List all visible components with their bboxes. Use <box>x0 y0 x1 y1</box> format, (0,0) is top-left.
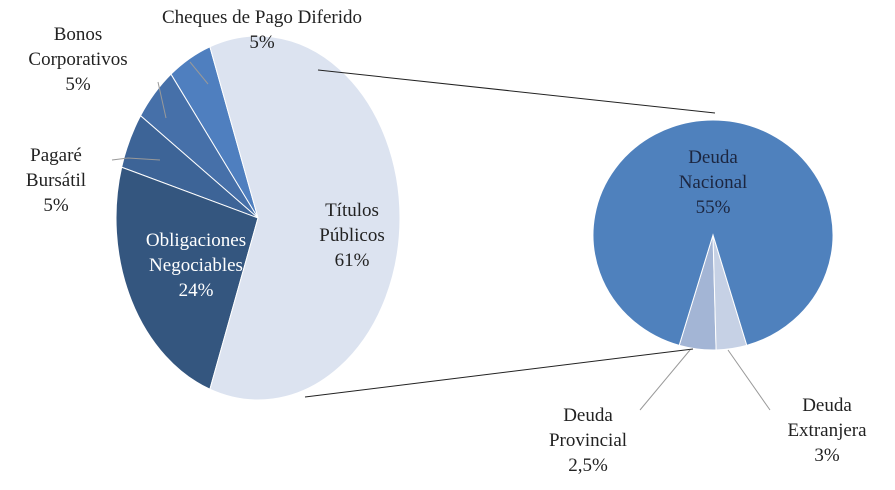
connector-line <box>304 348 694 398</box>
pie-slice <box>209 35 401 401</box>
data-label: Títulos Públicos 61% <box>302 198 402 273</box>
data-label: Deuda Nacional 55% <box>663 145 763 220</box>
label-name: Obligaciones Negociables <box>145 230 247 276</box>
leader-line <box>639 349 691 411</box>
leader-line <box>111 157 161 161</box>
label-name: Cheques de Pago Diferido <box>162 7 362 28</box>
label-name: Deuda Provincial <box>548 405 628 451</box>
leader-line <box>727 349 771 411</box>
label-name: Deuda Nacional <box>678 147 748 193</box>
data-label: Pagaré Bursátil 5% <box>11 143 101 218</box>
data-label: Cheques de Pago Diferido 5% <box>102 5 422 55</box>
label-value: 5% <box>249 32 275 53</box>
data-label: Deuda Extranjera 3% <box>772 393 882 468</box>
connector-line <box>317 69 716 114</box>
label-value: 3% <box>814 445 840 466</box>
label-value: 5% <box>65 74 91 95</box>
data-label: Obligaciones Negociables 24% <box>116 228 276 303</box>
label-value: 5% <box>43 195 69 216</box>
label-value: 24% <box>178 280 214 301</box>
label-value: 2,5% <box>568 455 608 476</box>
data-label: Bonos Corporativos 5% <box>8 22 148 97</box>
label-name: Bonos Corporativos <box>28 24 128 70</box>
label-value: 61% <box>334 250 370 271</box>
label-name: Deuda Extranjera <box>787 395 867 441</box>
label-value: 55% <box>695 197 731 218</box>
data-label: Deuda Provincial 2,5% <box>538 403 638 478</box>
pie-slice <box>592 119 834 346</box>
pie-slice <box>115 166 259 390</box>
leader-line <box>157 81 167 119</box>
label-name: Pagaré Bursátil <box>25 145 87 191</box>
leader-line <box>189 61 209 85</box>
label-name: Títulos Públicos <box>319 200 385 246</box>
